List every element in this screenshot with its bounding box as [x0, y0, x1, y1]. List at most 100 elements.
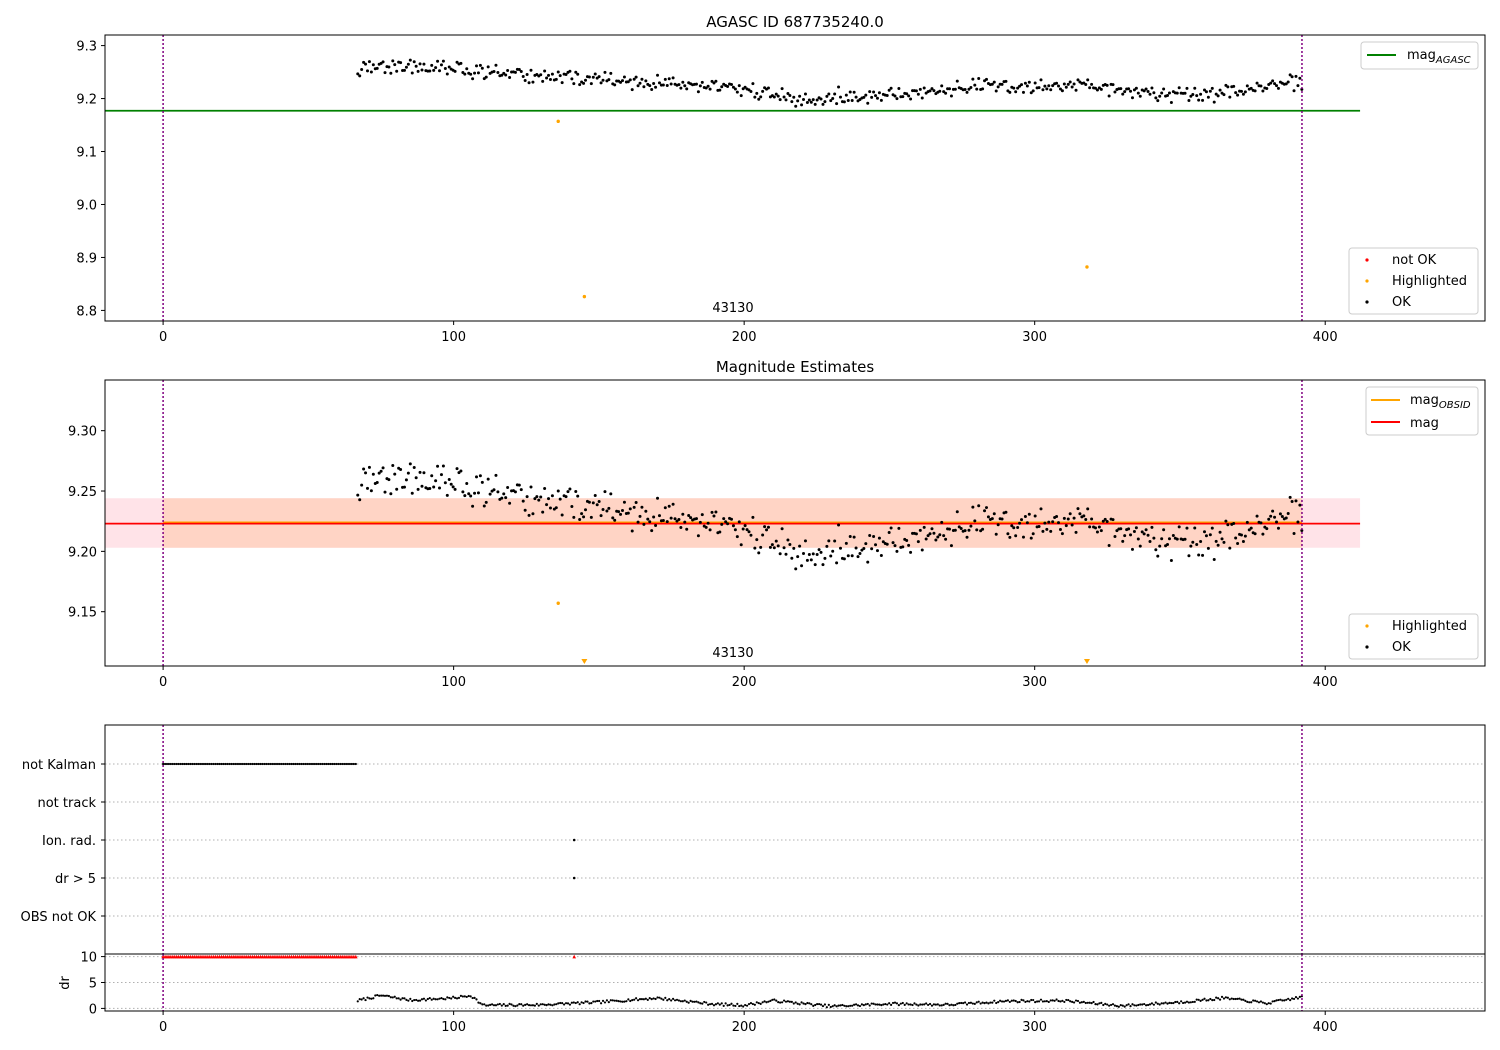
ok-point	[416, 69, 420, 73]
ok-point	[500, 496, 504, 500]
ok-point	[420, 68, 424, 72]
ok-point	[360, 483, 364, 487]
ok-point	[617, 510, 621, 514]
ok-point	[441, 59, 445, 63]
ok-point	[576, 494, 580, 498]
ok-point	[689, 516, 693, 520]
flag-point	[329, 762, 332, 766]
ok-point	[875, 96, 879, 100]
agasc-legend-upper: magAGASC	[1360, 41, 1479, 70]
ok-point	[494, 473, 498, 477]
ok-point	[749, 90, 753, 94]
ok-point	[922, 86, 926, 90]
dr-point	[960, 1001, 963, 1005]
dr-point	[455, 997, 459, 1000]
dr-point	[524, 1003, 527, 1006]
dr-point	[905, 1002, 908, 1005]
flag-point	[343, 762, 346, 766]
dr-point	[753, 1003, 756, 1006]
dr-point	[1238, 997, 1241, 1000]
dr-point	[391, 996, 394, 999]
dr-point	[1100, 1001, 1103, 1004]
dr-point	[426, 997, 429, 1001]
dr-point	[925, 1002, 928, 1005]
ok-point	[714, 79, 718, 83]
ok-point	[842, 100, 846, 104]
ok-point	[1294, 499, 1298, 503]
ok-point	[609, 492, 613, 496]
flag-category-label: OBS not OK	[21, 910, 97, 925]
ok-point	[990, 517, 994, 521]
dr-point	[703, 1000, 706, 1004]
ok-point	[406, 62, 410, 66]
ok-point	[714, 510, 718, 514]
dr-point	[453, 996, 457, 999]
ok-point	[630, 529, 634, 533]
ok-point	[566, 490, 570, 494]
ok-point	[669, 516, 673, 520]
dr-point	[761, 1001, 764, 1004]
ok-point	[800, 564, 804, 568]
dr-point	[987, 1002, 990, 1005]
ok-point	[1057, 521, 1061, 525]
dr-point	[928, 1002, 932, 1006]
flag-point	[315, 762, 318, 766]
dr-point	[650, 998, 653, 1001]
dr-point	[708, 1003, 712, 1006]
dr-point	[671, 997, 675, 1000]
ok-point	[918, 528, 922, 532]
dr-point	[1199, 999, 1202, 1002]
ok-point	[1210, 86, 1214, 90]
dr-point	[1096, 1003, 1099, 1006]
ok-point	[545, 76, 549, 80]
ok-point	[502, 492, 506, 496]
ok-point	[831, 97, 835, 101]
ok-point	[1027, 512, 1031, 516]
ok-point	[1177, 525, 1181, 529]
dr-point	[625, 1000, 628, 1003]
ok-point	[1033, 514, 1037, 518]
dr-point	[1092, 1000, 1095, 1004]
ok-point	[790, 100, 794, 104]
ok-point	[1243, 90, 1247, 94]
dr-point	[810, 1003, 813, 1006]
dr-point	[372, 997, 375, 1000]
y-tick-label: 9.15	[68, 606, 97, 621]
legend-mag-obsid-label: mag	[1410, 393, 1439, 408]
ok-point	[1294, 74, 1298, 78]
dr-point	[1146, 1003, 1150, 1007]
ok-point	[977, 77, 981, 81]
ok-point	[622, 500, 626, 504]
dr-point	[623, 1000, 626, 1003]
dr-point	[438, 997, 441, 1000]
ok-point	[441, 464, 445, 468]
ok-point	[992, 80, 996, 84]
x-tick-label: 0	[159, 1020, 167, 1035]
dr-point	[1045, 1000, 1048, 1003]
ok-point	[1290, 75, 1294, 79]
flag-point	[230, 762, 233, 766]
dr-point	[553, 1003, 556, 1006]
dr-point	[944, 1002, 947, 1005]
ok-point	[938, 89, 942, 93]
dr-point	[1074, 999, 1078, 1002]
dr-point	[1057, 999, 1060, 1003]
ok-point	[854, 95, 858, 99]
ok-point	[763, 525, 767, 529]
ok-point	[710, 510, 714, 514]
ok-point	[959, 527, 963, 531]
ok-point	[835, 561, 839, 565]
ok-point	[677, 83, 681, 87]
dr-point	[693, 1000, 696, 1003]
dr-point	[1032, 998, 1035, 1002]
flag-point	[163, 762, 167, 766]
dr-point	[467, 994, 470, 998]
x-tick-label: 300	[1022, 675, 1047, 690]
dr-point	[1168, 1001, 1171, 1004]
ok-point	[788, 94, 792, 98]
ok-point	[766, 86, 770, 90]
dr-point	[954, 1003, 957, 1007]
flag-point	[288, 762, 291, 766]
ok-point	[803, 92, 807, 96]
ok-point	[920, 548, 924, 552]
